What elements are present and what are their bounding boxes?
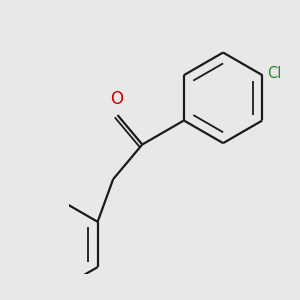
Text: O: O <box>110 90 124 108</box>
Text: Cl: Cl <box>267 66 281 81</box>
